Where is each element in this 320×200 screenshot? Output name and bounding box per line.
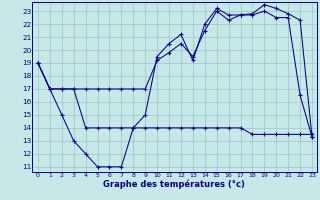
X-axis label: Graphe des températures (°c): Graphe des températures (°c): [103, 179, 245, 189]
